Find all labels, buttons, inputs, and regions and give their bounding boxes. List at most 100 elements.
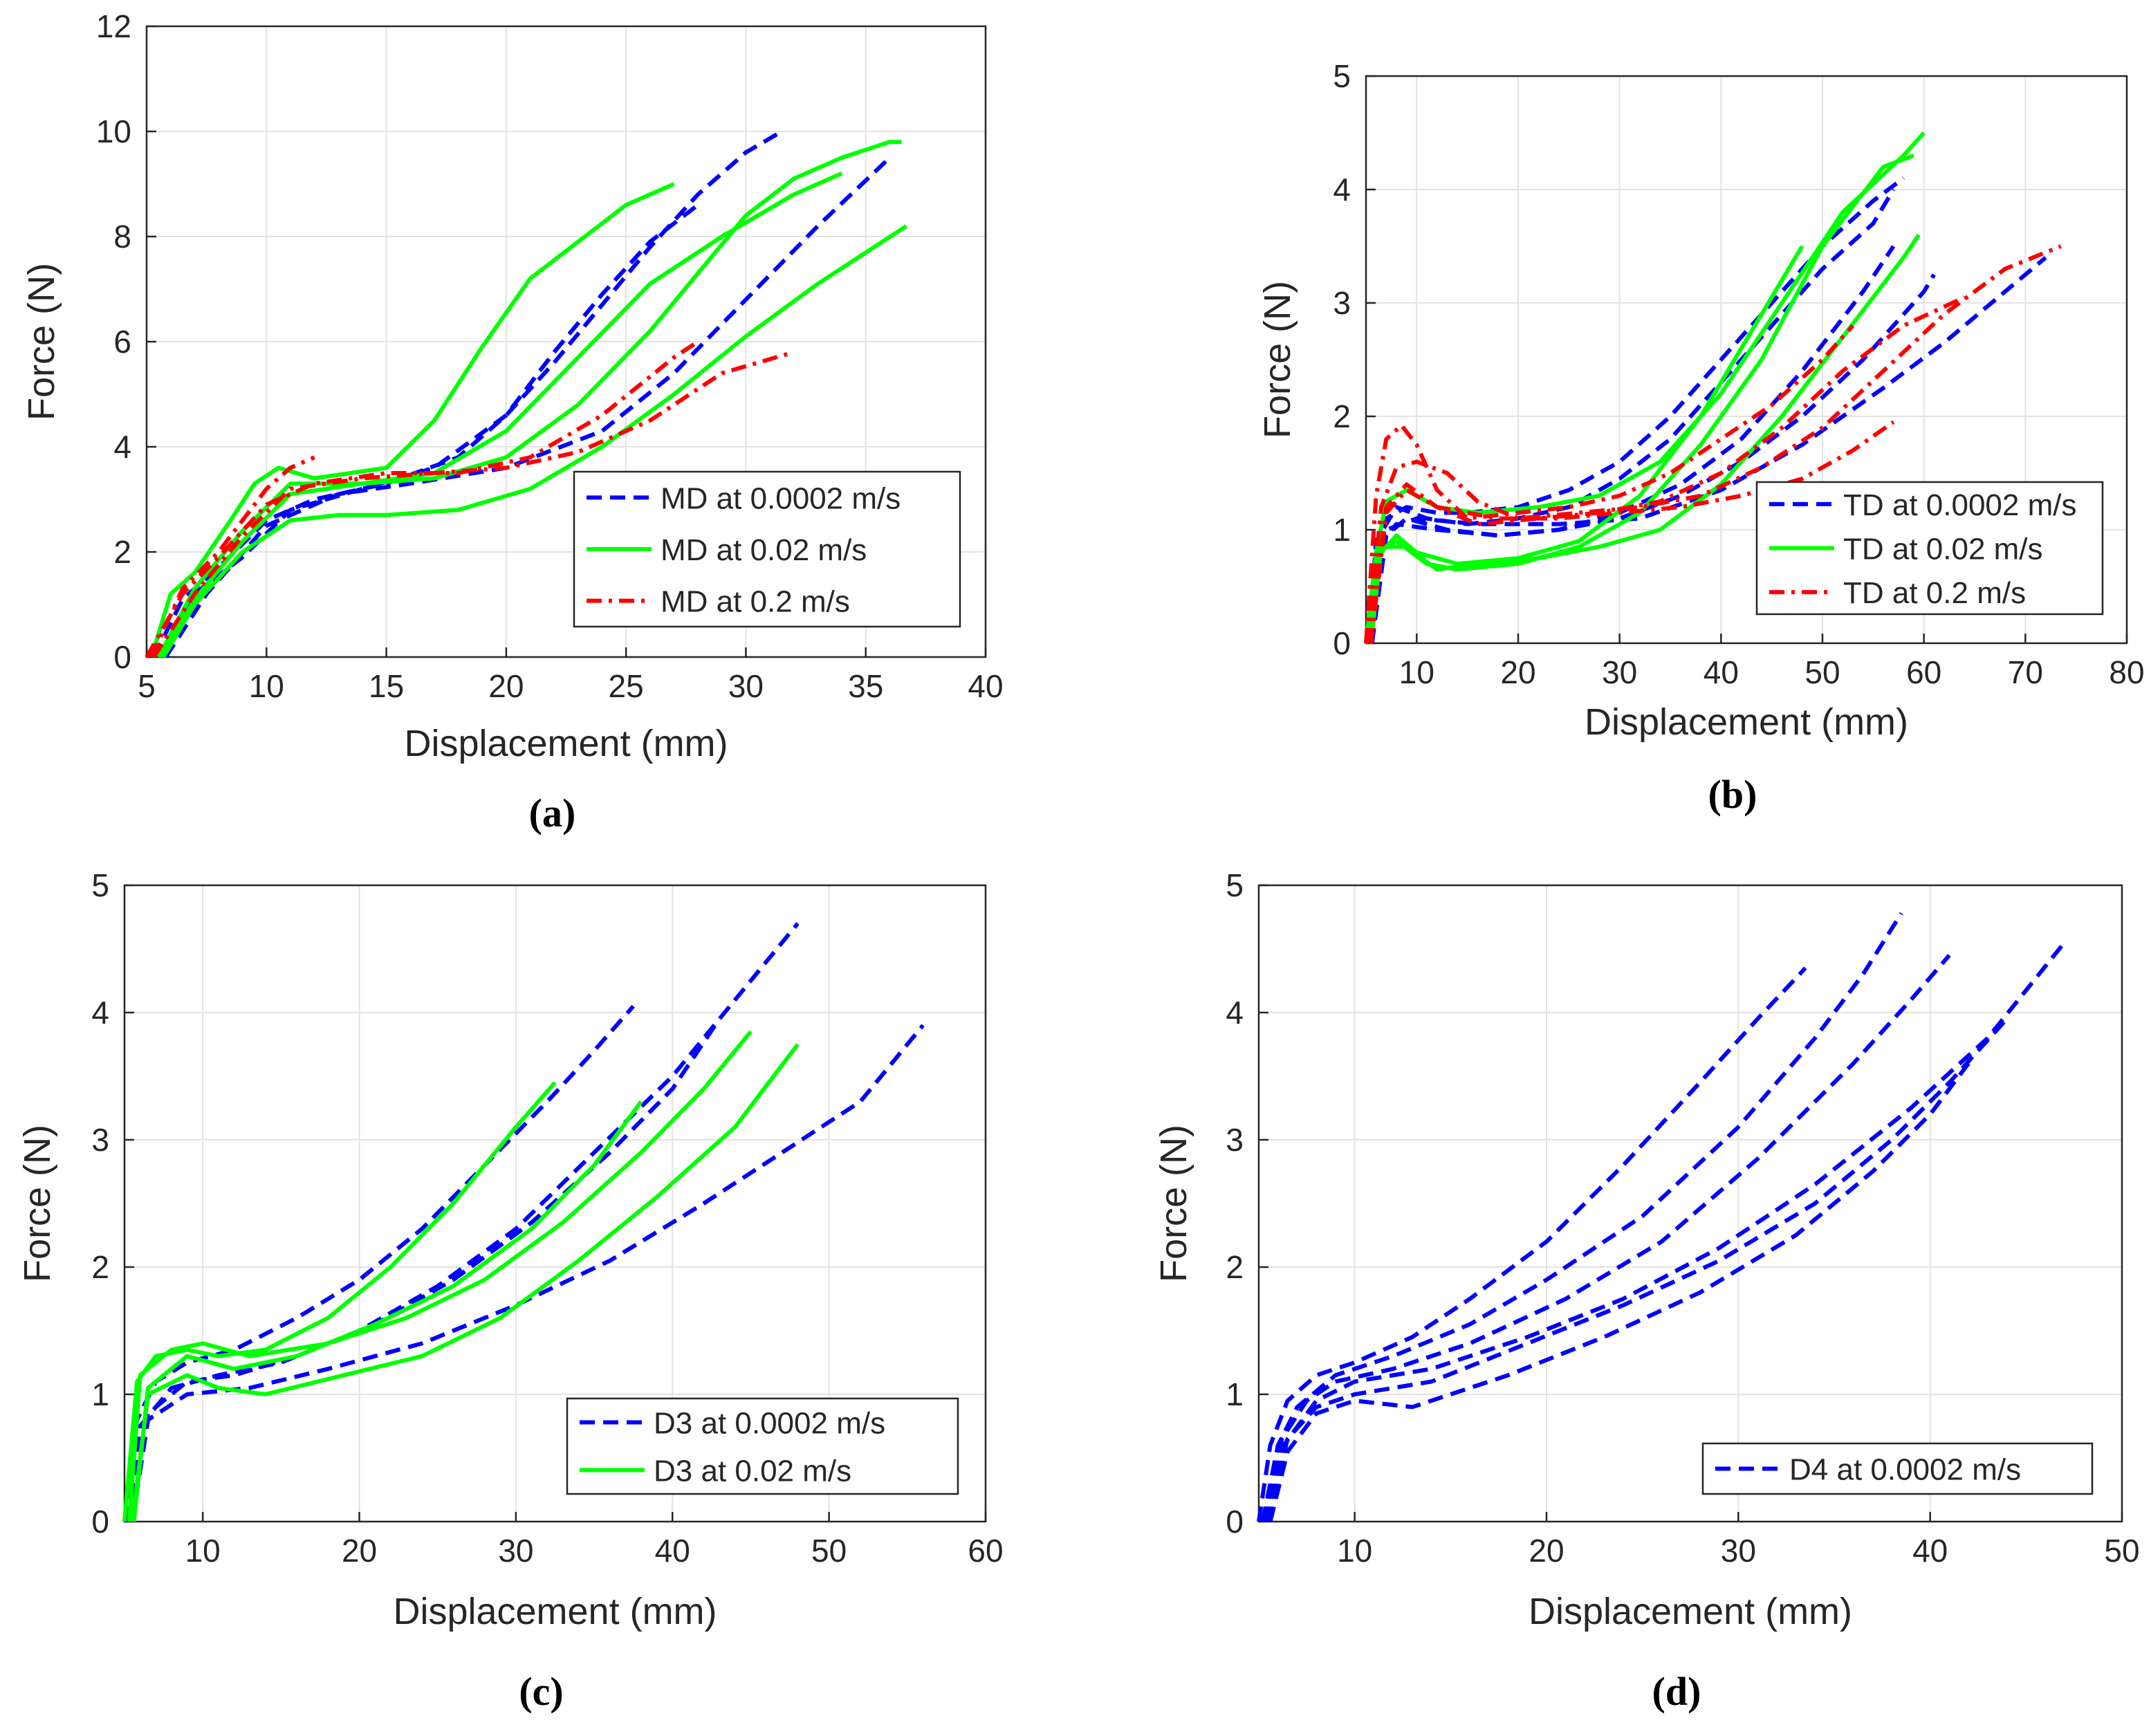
legend-entry-label: D3 at 0.0002 m/s (654, 1407, 885, 1441)
y-tick-label: 1 (1333, 512, 1351, 548)
x-tick-label: 35 (848, 668, 883, 704)
panel-caption: (d) (1652, 1669, 1701, 1714)
series-line (1364, 324, 1855, 644)
panel-caption: (a) (529, 791, 576, 835)
series-line (1262, 954, 1951, 1522)
x-tick-label: 10 (1337, 1533, 1372, 1569)
y-tick-label: 4 (91, 995, 109, 1031)
y-tick-label: 5 (1333, 58, 1351, 94)
x-tick-label: 40 (655, 1533, 690, 1569)
x-tick-label: 50 (811, 1533, 847, 1569)
x-tick-label: 60 (1906, 654, 1941, 690)
series-line (1369, 420, 1895, 644)
y-tick-label: 2 (1333, 398, 1351, 434)
x-tick-label: 40 (968, 668, 1003, 704)
y-tick-label: 4 (1333, 172, 1351, 207)
x-axis-label: Displacement (mm) (1529, 1591, 1852, 1632)
series-line (122, 1081, 557, 1522)
series-line (130, 1024, 925, 1522)
series-line (1264, 941, 2067, 1522)
chart-panel-d: 10 20 30 40 50 0 1 2 3 4 5 Displacement (mm) Force (… (1153, 867, 2140, 1714)
x-tick-label: 60 (968, 1533, 1003, 1569)
series-line (151, 350, 795, 658)
x-axis-label: Displacement (mm) (404, 723, 728, 764)
legend: TD at 0.0002 m/s TD at 0.02 m/s TD at 0.2 … (1755, 481, 2104, 616)
y-tick-label: 0 (113, 639, 131, 675)
y-tick-label: 1 (1226, 1376, 1244, 1412)
y-tick-label: 2 (91, 1249, 109, 1285)
y-tick-label: 4 (113, 429, 131, 465)
series-line (161, 224, 908, 658)
y-tick-label: 0 (1333, 625, 1351, 661)
x-tick-label: 30 (498, 1533, 533, 1569)
x-tick-label: 20 (1500, 654, 1535, 690)
panel-caption: (c) (519, 1669, 563, 1714)
series-line (1369, 256, 2047, 644)
legend-entry-label: D3 at 0.02 m/s (654, 1455, 851, 1488)
series-line (149, 182, 675, 658)
x-tick-label: 30 (728, 668, 764, 704)
series-line (159, 140, 902, 658)
x-tick-label: 10 (1399, 654, 1434, 690)
series-line (1268, 1062, 1970, 1522)
series-line (1369, 273, 1936, 644)
y-axis-label: Force (N) (17, 1125, 58, 1282)
x-tick-label: 20 (488, 668, 524, 704)
y-tick-label: 3 (1333, 285, 1351, 321)
y-tick-label: 6 (113, 324, 131, 360)
series-line (1367, 153, 1915, 644)
y-tick-label: 5 (1226, 867, 1244, 903)
x-tick-label: 50 (1804, 654, 1840, 690)
legend: D3 at 0.0002 m/s D3 at 0.02 m/s (566, 1397, 959, 1495)
y-tick-label: 0 (91, 1504, 109, 1540)
y-tick-label: 2 (1226, 1249, 1244, 1285)
y-axis-label: Force (N) (1257, 281, 1298, 438)
x-tick-label: 50 (2104, 1533, 2139, 1569)
series-line (1364, 131, 1926, 644)
series-line (127, 1030, 753, 1522)
y-tick-label: 0 (1226, 1504, 1244, 1540)
chart-panel-c: 10 20 30 40 50 60 0 1 2 3 4 5 Displacement (mm) Force… (17, 867, 1004, 1714)
y-tick-label: 8 (113, 219, 131, 255)
y-axis-label: Force (N) (21, 263, 62, 421)
series-line (1257, 966, 1807, 1522)
legend: D4 at 0.0002 m/s (1701, 1442, 2094, 1495)
x-tick-label: 15 (369, 668, 404, 704)
x-tick-label: 30 (1721, 1533, 1756, 1569)
chart-panel-b: 10 20 30 40 50 60 70 80 0 1 2 3 4 5 Displacement (mm) F… (1257, 58, 2145, 817)
legend-box (566, 1397, 959, 1495)
y-tick-label: 3 (91, 1122, 109, 1158)
x-tick-label: 10 (185, 1533, 221, 1569)
series-line (122, 1004, 635, 1522)
y-tick-label: 5 (91, 867, 109, 903)
x-tick-label: 70 (2008, 654, 2043, 690)
legend-entry-label: MD at 0.2 m/s (661, 585, 850, 619)
legend-entry-label: MD at 0.02 m/s (661, 533, 867, 567)
chart-panel-a: 5 10 15 20 25 30 35 40 0 2 4 6 8 10 12 Displacement (mm… (21, 8, 1004, 835)
x-tick-label: 25 (609, 668, 644, 704)
series-line (131, 1100, 643, 1522)
x-tick-label: 40 (1912, 1533, 1948, 1569)
axes-box (1365, 75, 2128, 645)
x-tick-label: 20 (1529, 1533, 1564, 1569)
x-tick-label: 5 (138, 668, 156, 704)
legend-entry-label: TD at 0.0002 m/s (1843, 488, 2076, 522)
series-line (149, 455, 315, 658)
legend-entry-label: D4 at 0.0002 m/s (1789, 1453, 2021, 1487)
x-tick-label: 80 (2109, 654, 2144, 690)
axes-box (123, 884, 987, 1523)
x-axis-label: Displacement (mm) (393, 1591, 717, 1632)
plot-area (1259, 885, 2122, 1522)
series-line (145, 340, 699, 658)
x-tick-label: 30 (1602, 654, 1637, 690)
y-axis-label: Force (N) (1153, 1125, 1194, 1282)
y-tick-label: 3 (1226, 1122, 1244, 1158)
x-tick-label: 20 (342, 1533, 377, 1569)
x-tick-label: 40 (1704, 654, 1739, 690)
x-axis-label: Displacement (mm) (1585, 701, 1908, 743)
legend-entry-label: MD at 0.0002 m/s (661, 481, 901, 515)
legend-entry-label: TD at 0.02 m/s (1843, 533, 2043, 566)
y-tick-label: 2 (113, 534, 131, 570)
panel-caption: (b) (1708, 772, 1757, 817)
